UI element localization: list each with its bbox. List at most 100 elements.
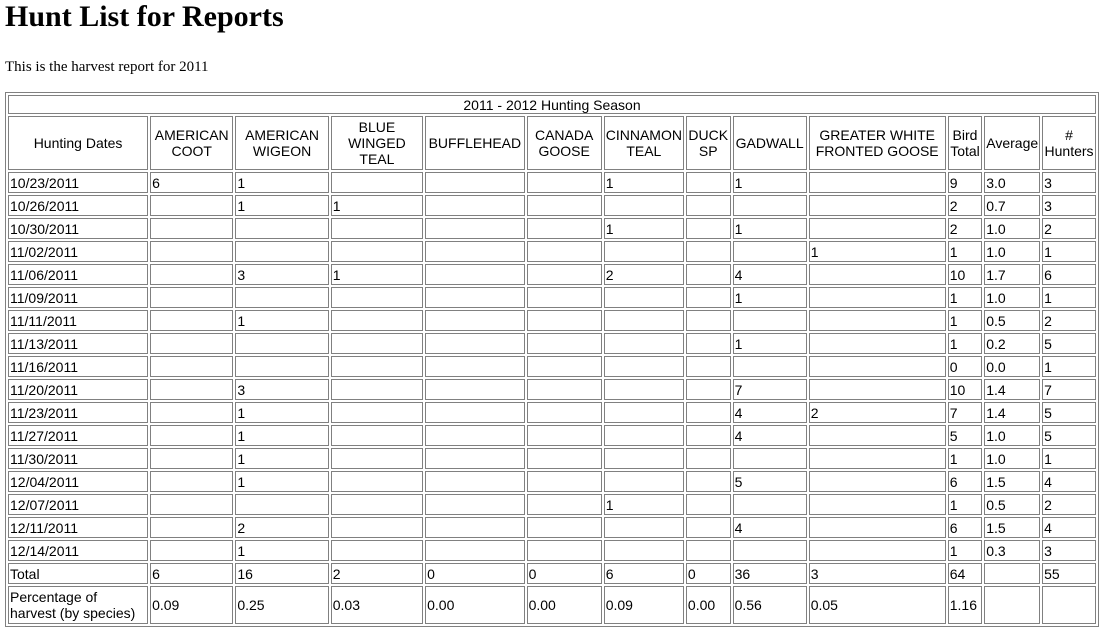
table-cell — [330, 172, 424, 193]
table-cell — [150, 517, 234, 538]
table-cell — [330, 310, 424, 331]
table-cell — [603, 333, 684, 354]
table-row: 11/16/2011 0 0.0 1 — [8, 356, 1096, 377]
table-cell — [235, 218, 329, 239]
table-cell — [732, 448, 807, 469]
table-cell — [685, 264, 731, 285]
table-cell — [808, 471, 946, 492]
table-cell: 1 — [330, 195, 424, 216]
table-cell — [603, 379, 684, 400]
table-cell — [732, 356, 807, 377]
table-cell: 0.5 — [984, 494, 1041, 515]
table-cell: 1 — [947, 241, 983, 262]
table-cell: 10 — [947, 379, 983, 400]
table-cell — [603, 448, 684, 469]
table-cell — [425, 379, 525, 400]
table-cell — [808, 333, 946, 354]
total-row: Total 6 16 2 0 0 6 0 36 3 64 55 — [8, 563, 1096, 584]
table-cell — [685, 356, 731, 377]
table-row: 11/20/2011 3 7 10 1.4 7 — [8, 379, 1096, 400]
column-header: Hunting Dates — [8, 116, 149, 170]
row-label-cell: 12/14/2011 — [8, 540, 149, 561]
table-cell — [150, 425, 234, 446]
table-cell: 4 — [732, 264, 807, 285]
season-row: 2011 - 2012 Hunting Season — [8, 95, 1096, 114]
table-cell — [425, 517, 525, 538]
table-cell: 5 — [1042, 333, 1096, 354]
table-cell — [425, 264, 525, 285]
row-label-cell: 11/20/2011 — [8, 379, 149, 400]
table-cell: 10 — [947, 264, 983, 285]
table-cell: 2 — [1042, 310, 1096, 331]
table-cell: 2 — [603, 264, 684, 285]
table-cell: 3 — [1042, 195, 1096, 216]
table-cell — [235, 241, 329, 262]
table-cell: 64 — [947, 563, 983, 584]
table-cell: 1.0 — [984, 241, 1041, 262]
table-cell — [732, 241, 807, 262]
table-cell — [603, 425, 684, 446]
table-cell — [685, 517, 731, 538]
table-cell — [425, 540, 525, 561]
table-cell: 2 — [330, 563, 424, 584]
table-cell: 1.7 — [984, 264, 1041, 285]
table-cell — [685, 333, 731, 354]
table-cell: 2 — [947, 218, 983, 239]
table-cell — [330, 218, 424, 239]
table-cell: 3 — [1042, 172, 1096, 193]
table-cell — [808, 448, 946, 469]
row-label-cell: 11/13/2011 — [8, 333, 149, 354]
table-cell — [526, 218, 602, 239]
table-cell — [150, 218, 234, 239]
column-header: BLUE WINGED TEAL — [330, 116, 424, 170]
table-cell — [808, 264, 946, 285]
table-cell — [425, 310, 525, 331]
table-cell: 0.09 — [603, 586, 684, 624]
table-cell: 5 — [1042, 425, 1096, 446]
row-label-cell: Total — [8, 563, 149, 584]
table-cell — [425, 333, 525, 354]
table-cell — [526, 540, 602, 561]
row-label-cell: 10/30/2011 — [8, 218, 149, 239]
column-header: CINNAMON TEAL — [603, 116, 684, 170]
table-cell — [685, 287, 731, 308]
table-cell — [425, 241, 525, 262]
row-label-cell: 11/16/2011 — [8, 356, 149, 377]
table-cell: 0.3 — [984, 540, 1041, 561]
table-cell: 0.5 — [984, 310, 1041, 331]
table-cell — [685, 402, 731, 423]
table-cell: 0 — [425, 563, 525, 584]
table-cell — [603, 287, 684, 308]
table-cell: 1 — [235, 448, 329, 469]
table-cell: 3 — [235, 264, 329, 285]
table-cell: 0.00 — [685, 586, 731, 624]
table-cell — [425, 172, 525, 193]
table-cell — [603, 241, 684, 262]
table-cell: 6 — [150, 563, 234, 584]
table-cell — [808, 425, 946, 446]
table-cell: 6 — [947, 471, 983, 492]
table-cell: 1 — [732, 333, 807, 354]
table-cell: 1 — [603, 218, 684, 239]
table-cell — [150, 494, 234, 515]
percentage-row: Percentage of harvest (by species) 0.09 0.… — [8, 586, 1096, 624]
table-cell: 1 — [235, 172, 329, 193]
table-cell — [526, 172, 602, 193]
column-header: BUFFLEHEAD — [425, 116, 525, 170]
table-row: 11/11/2011 1 1 0.5 2 — [8, 310, 1096, 331]
table-cell — [685, 310, 731, 331]
table-row: 10/26/2011 1 1 2 0.7 3 — [8, 195, 1096, 216]
table-cell — [235, 494, 329, 515]
table-cell — [150, 448, 234, 469]
table-row: 11/23/2011 1 4 2 7 1.4 5 — [8, 402, 1096, 423]
table-cell — [603, 402, 684, 423]
table-cell — [150, 310, 234, 331]
table-cell — [330, 356, 424, 377]
table-cell — [526, 287, 602, 308]
table-cell: 0.00 — [425, 586, 525, 624]
table-cell: 1 — [947, 540, 983, 561]
row-label-cell: 11/06/2011 — [8, 264, 149, 285]
table-cell: 1.0 — [984, 287, 1041, 308]
table-cell: 2 — [1042, 218, 1096, 239]
table-cell — [425, 287, 525, 308]
